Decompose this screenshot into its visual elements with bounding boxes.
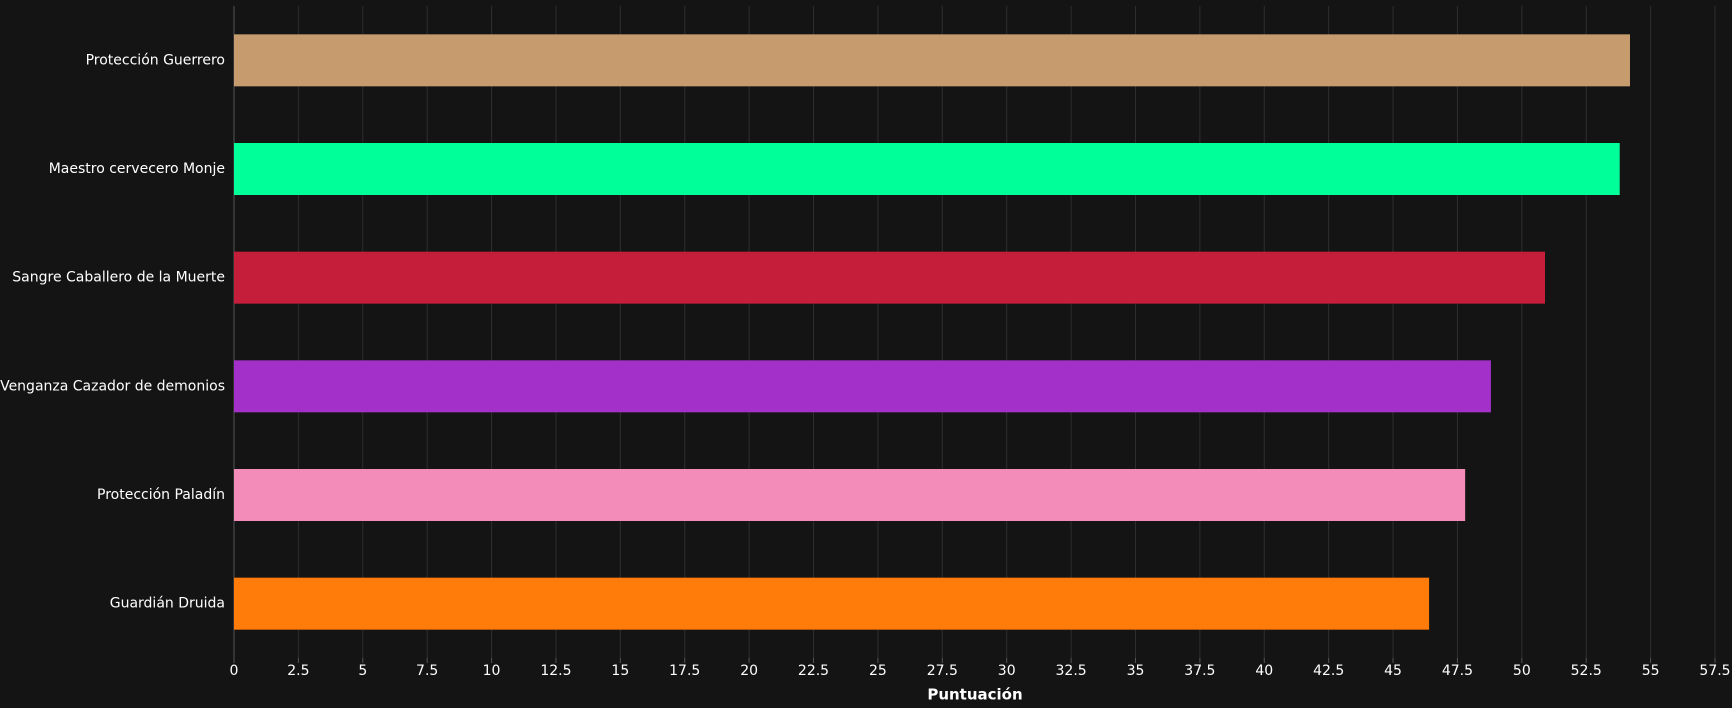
x-axis-label: Puntuación	[927, 686, 1022, 704]
bar	[234, 143, 1620, 195]
x-tick-label: 35	[1127, 663, 1145, 679]
x-tick-label: 25	[869, 663, 887, 679]
y-tick-label: Sangre Caballero de la Muerte	[12, 270, 225, 286]
x-tick-label: 30	[998, 663, 1016, 679]
x-tick-label: 2.5	[287, 663, 309, 679]
y-tick-label: Protección Guerrero	[86, 52, 225, 68]
x-tick-label: 55	[1642, 663, 1660, 679]
x-tick-label: 40	[1255, 663, 1273, 679]
x-tick-label: 45	[1384, 663, 1402, 679]
x-tick-label: 22.5	[798, 663, 829, 679]
x-tick-label: 7.5	[416, 663, 438, 679]
x-tick-label: 37.5	[1184, 663, 1215, 679]
y-tick-label: Protección Paladín	[97, 487, 225, 503]
x-tick-label: 27.5	[927, 663, 958, 679]
x-tick-label: 5	[358, 663, 367, 679]
bar	[234, 469, 1466, 521]
x-tick-label: 52.5	[1571, 663, 1602, 679]
y-tick-label: Maestro cervecero Monje	[49, 161, 225, 177]
x-tick-label: 12.5	[540, 663, 571, 679]
x-tick-label: 0	[230, 663, 239, 679]
bar	[234, 360, 1491, 413]
bar	[234, 577, 1430, 630]
x-tick-label: 42.5	[1313, 663, 1344, 679]
x-tick-label: 10	[483, 663, 501, 679]
x-tick-label: 47.5	[1442, 663, 1473, 679]
bar	[234, 34, 1631, 87]
x-tick-label: 32.5	[1056, 663, 1087, 679]
y-tick-label: Guardián Druida	[110, 596, 225, 612]
x-tick-label: 50	[1513, 663, 1531, 679]
x-tick-label: 20	[740, 663, 758, 679]
x-tick-label: 17.5	[669, 663, 700, 679]
x-tick-label: 15	[611, 663, 629, 679]
y-tick-label: Venganza Cazador de demonios	[0, 378, 225, 394]
bar	[234, 251, 1546, 304]
x-tick-label: 57.5	[1699, 663, 1730, 679]
